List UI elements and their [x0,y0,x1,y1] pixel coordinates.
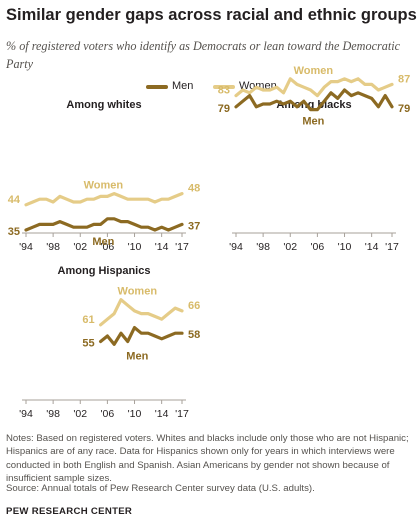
series-line-women [24,192,184,207]
x-tick-label: '98 [46,408,60,420]
series-name-label-men: Men [302,116,324,128]
panel-title: Among blacks [276,99,351,111]
x-tick-label: '14 [365,241,379,253]
x-tick-label: '10 [128,241,142,253]
x-tick-label: '94 [19,408,33,420]
chart-subtitle: % of registered voters who identify as D… [6,39,401,71]
start-value-label: 79 [218,103,230,115]
end-value-label: 37 [188,220,200,232]
series-line-men [98,326,184,346]
x-tick-label: '02 [73,241,87,253]
end-value-label: 48 [188,183,200,195]
chart-title: Similar gender gaps across racial and et… [6,6,417,24]
series-name-label-women: Women [118,286,158,298]
series-name-label-men: Men [92,236,114,248]
x-tick-label: '17 [175,241,189,253]
end-value-label: 87 [398,73,410,85]
legend-men-label: Men [172,80,194,92]
panel-title: Among Hispanics [58,265,151,277]
x-tick-label: '17 [385,241,399,253]
notes: Notes: Based on registered voters. White… [6,433,409,484]
start-value-label: 35 [8,226,20,238]
start-value-label: 55 [82,338,94,350]
legend-men-swatch [146,85,168,89]
series-name-label-women: Women [84,180,124,192]
end-value-label: 58 [188,329,200,341]
series-line-women [98,298,184,327]
x-tick-label: '06 [101,241,115,253]
panel-title: Among whites [66,99,141,111]
start-value-label: 83 [218,85,230,97]
legend-women-swatch [213,85,235,89]
source: Source: Annual totals of Pew Research Ce… [6,483,315,494]
start-value-label: 61 [82,314,94,326]
x-tick-label: '14 [155,241,169,253]
x-tick-label: '10 [338,241,352,253]
series-line-men [234,88,394,112]
series-line-men [24,217,184,232]
x-tick-label: '06 [101,408,115,420]
series-name-label-women: Women [294,65,334,77]
x-tick-label: '94 [229,241,243,253]
series-line-women [234,77,394,98]
footer-org: PEW RESEARCH CENTER [6,506,133,517]
x-tick-label: '98 [46,241,60,253]
x-tick-label: '14 [155,408,169,420]
series-name-label-men: Men [126,350,148,362]
end-value-label: 66 [188,300,200,312]
x-tick-label: '06 [311,241,325,253]
x-tick-label: '02 [283,241,297,253]
x-tick-label: '10 [128,408,142,420]
end-value-label: 79 [398,103,410,115]
x-tick-label: '17 [175,408,189,420]
x-tick-label: '94 [19,241,33,253]
x-tick-label: '98 [256,241,270,253]
start-value-label: 44 [8,194,21,206]
x-tick-label: '02 [73,408,87,420]
